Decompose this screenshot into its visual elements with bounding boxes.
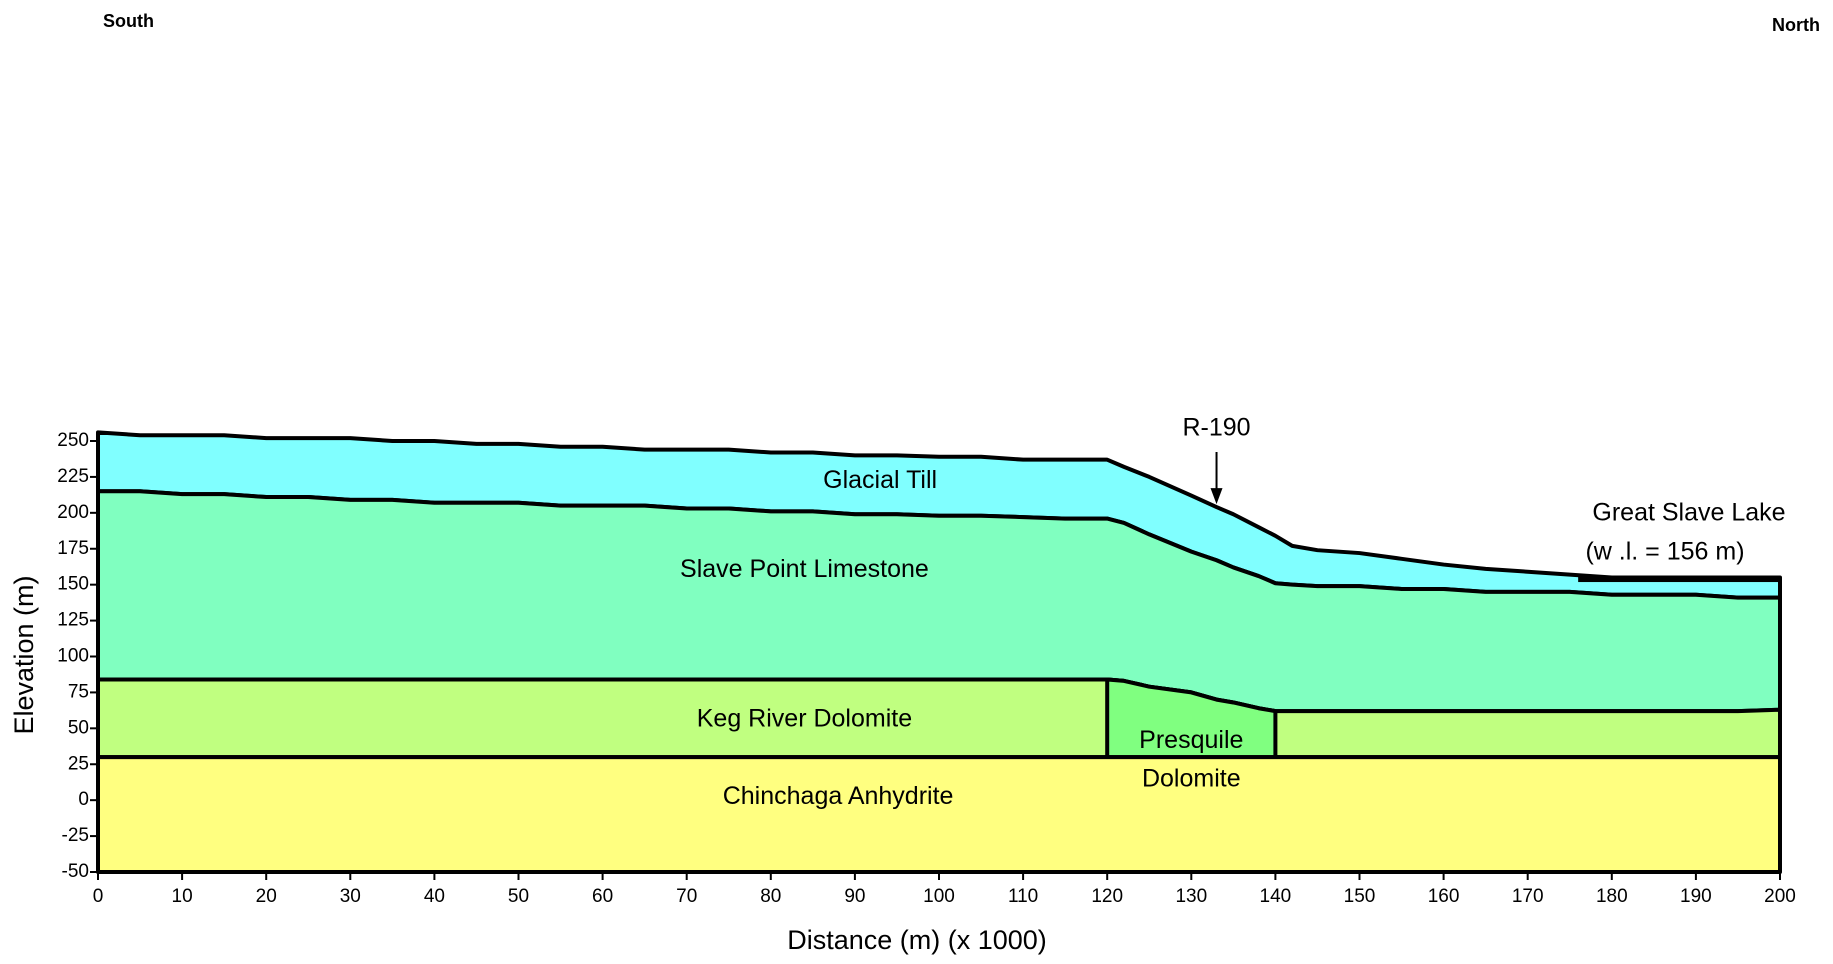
x-tick-label: 70 (676, 886, 697, 907)
well-arrowhead (1211, 488, 1223, 504)
y-tick-label: 175 (57, 538, 89, 559)
x-tick-label: 90 (844, 886, 865, 907)
y-tick-label: 25 (68, 753, 89, 774)
y-tick-label: 150 (57, 574, 89, 595)
layer-label: Keg River Dolomite (697, 704, 912, 732)
layer (98, 757, 1780, 872)
x-tick-label: 130 (1175, 886, 1207, 907)
x-tick-label: 120 (1091, 886, 1123, 907)
x-tick-label: 170 (1512, 886, 1544, 907)
x-tick-label: 140 (1260, 886, 1292, 907)
y-tick-label: -50 (62, 861, 89, 882)
y-tick-label: -25 (62, 825, 89, 846)
well-label: R-190 (1182, 414, 1250, 442)
side-label: North (1772, 15, 1820, 35)
x-tick-label: 80 (760, 886, 781, 907)
side-label: South (103, 11, 154, 31)
y-axis-title: Elevation (m) (9, 575, 39, 734)
layer-label: Glacial Till (823, 466, 937, 494)
layer-label: Presquile (1139, 726, 1243, 754)
x-tick-label: 180 (1596, 886, 1628, 907)
x-tick-label: 60 (592, 886, 613, 907)
lake-label: (w .l. = 156 m) (1585, 538, 1744, 566)
x-tick-label: 190 (1680, 886, 1712, 907)
lake-label: Great Slave Lake (1592, 499, 1785, 527)
y-tick-label: 250 (57, 430, 89, 451)
x-tick-label: 100 (923, 886, 955, 907)
x-tick-label: 50 (508, 886, 529, 907)
y-tick-label: 200 (57, 502, 89, 523)
x-tick-label: 200 (1764, 886, 1796, 907)
chart: South North Distance (m) (x 1000) Elevat… (0, 0, 1833, 964)
x-tick-label: 0 (93, 886, 104, 907)
x-tick-label: 150 (1344, 886, 1376, 907)
x-tick-label: 110 (1008, 886, 1038, 907)
y-tick-label: 50 (68, 717, 89, 738)
y-tick-label: 0 (78, 789, 89, 810)
y-tick-label: 125 (57, 610, 89, 631)
x-tick-label: 30 (340, 886, 361, 907)
layer-label: Dolomite (1142, 765, 1241, 793)
x-tick-label: 40 (424, 886, 445, 907)
y-tick-label: 75 (68, 681, 89, 702)
x-tick-label: 10 (172, 886, 193, 907)
lake (1578, 576, 1780, 582)
x-tick-label: 20 (256, 886, 277, 907)
y-tick-label: 100 (57, 646, 89, 667)
x-tick-label: 160 (1428, 886, 1460, 907)
x-axis-title: Distance (m) (x 1000) (787, 925, 1047, 955)
layer-label: Slave Point Limestone (680, 555, 929, 583)
layer-label: Chinchaga Anhydrite (723, 782, 954, 810)
y-tick-label: 225 (57, 466, 89, 487)
